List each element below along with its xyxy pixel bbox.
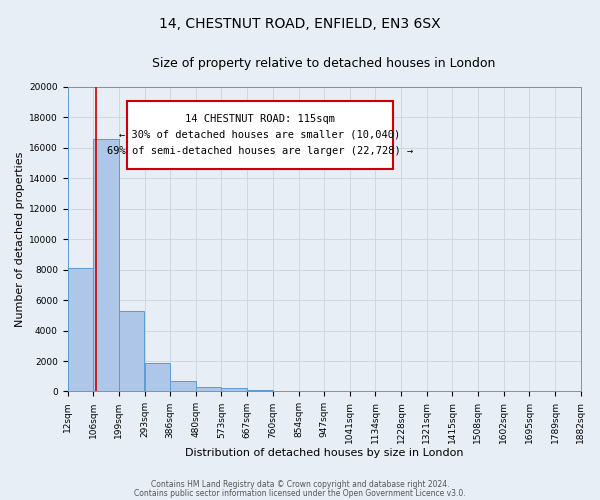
Bar [94, 138, 119, 392]
Y-axis label: Number of detached properties: Number of detached properties [15, 152, 25, 327]
Text: Contains HM Land Registry data © Crown copyright and database right 2024.: Contains HM Land Registry data © Crown c… [151, 480, 449, 489]
Title: Size of property relative to detached houses in London: Size of property relative to detached ho… [152, 58, 496, 70]
Text: 14 CHESTNUT ROAD: 115sqm
← 30% of detached houses are smaller (10,040)
69% of se: 14 CHESTNUT ROAD: 115sqm ← 30% of detach… [107, 114, 413, 156]
Text: 14, CHESTNUT ROAD, ENFIELD, EN3 6SX: 14, CHESTNUT ROAD, ENFIELD, EN3 6SX [159, 18, 441, 32]
Bar [170, 381, 196, 392]
Text: Contains public sector information licensed under the Open Government Licence v3: Contains public sector information licen… [134, 489, 466, 498]
Bar [119, 311, 145, 392]
FancyBboxPatch shape [127, 100, 394, 169]
X-axis label: Distribution of detached houses by size in London: Distribution of detached houses by size … [185, 448, 463, 458]
Bar [247, 390, 273, 392]
Bar [196, 386, 221, 392]
Bar [221, 388, 247, 392]
Bar [145, 364, 170, 392]
Bar [68, 268, 93, 392]
